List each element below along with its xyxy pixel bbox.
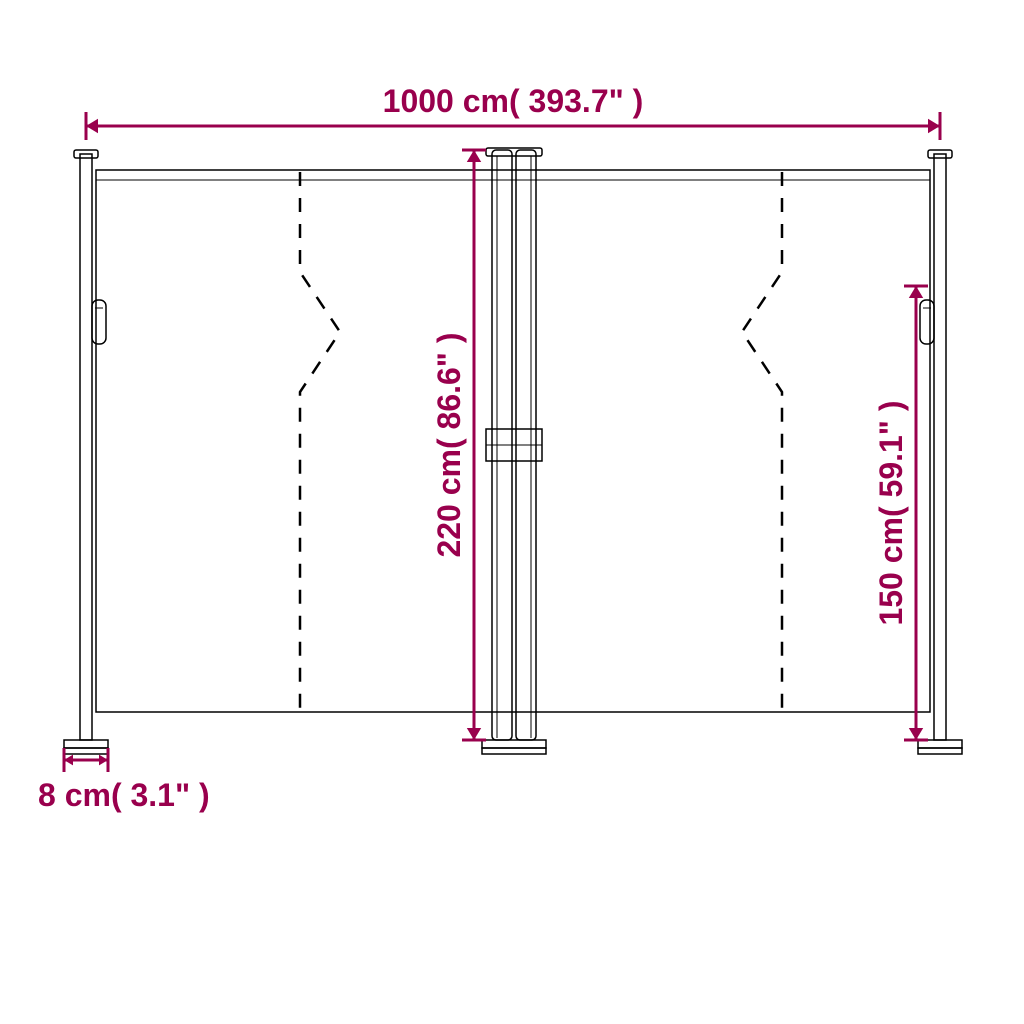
dim-post-height-label: 220 cm( 86.6" ) bbox=[431, 332, 467, 557]
dim-width-label: 1000 cm( 393.7" ) bbox=[383, 83, 644, 119]
dim-foot-width-label: 8 cm( 3.1" ) bbox=[38, 777, 210, 813]
dim-side-height-label: 150 cm( 59.1" ) bbox=[873, 400, 909, 625]
